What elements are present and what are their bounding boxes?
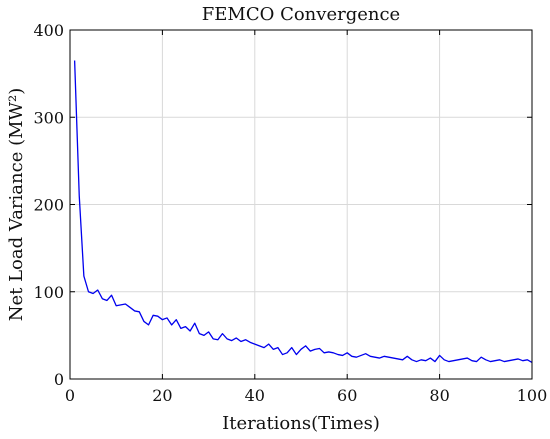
x-tick-label: 20 xyxy=(152,386,172,405)
grid xyxy=(70,30,532,379)
x-tick-label: 40 xyxy=(245,386,265,405)
series-line xyxy=(73,60,533,363)
x-tick-label: 60 xyxy=(337,386,357,405)
y-tick-label: 0 xyxy=(54,370,64,389)
y-tick-label: 300 xyxy=(33,108,64,127)
y-tick-label: 400 xyxy=(33,21,64,40)
x-tick-label: 80 xyxy=(429,386,449,405)
chart-title: FEMCO Convergence xyxy=(202,4,400,25)
x-tick-label: 100 xyxy=(517,386,548,405)
x-tick-label: 0 xyxy=(65,386,75,405)
axis-ticks: 0 20 40 60 80 100 0 100 200 300 400 xyxy=(33,21,547,405)
y-axis-title: Net Load Variance (MW²) xyxy=(6,88,27,322)
y-tick-label: 200 xyxy=(33,196,64,215)
x-axis-title: Iterations(Times) xyxy=(222,413,380,434)
y-tick-label: 100 xyxy=(33,283,64,302)
